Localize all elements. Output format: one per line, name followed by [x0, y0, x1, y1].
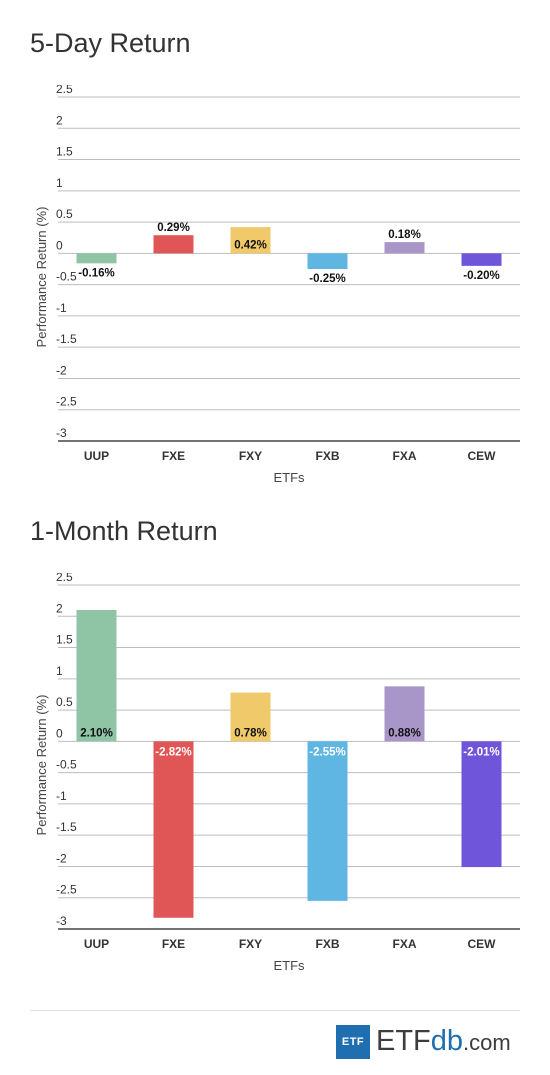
y-tick-label: 2.5: [56, 85, 73, 96]
data-label: 0.18%: [388, 229, 421, 241]
y-tick-label: 1.5: [56, 633, 73, 647]
y-tick-label: -0.5: [56, 758, 77, 772]
y-tick-label: -3: [56, 914, 67, 928]
data-label: -0.16%: [78, 267, 114, 279]
bar: [384, 242, 425, 254]
x-tick-label: FXE: [162, 937, 185, 951]
data-label: 0.78%: [234, 727, 267, 739]
x-tick-label: FXY: [239, 449, 262, 463]
data-label: -2.55%: [309, 746, 345, 758]
bar: [384, 686, 425, 742]
bar: [153, 235, 194, 254]
logo-wordmark: ETFdb.com: [376, 1025, 511, 1057]
x-tick-label: FXA: [393, 937, 417, 951]
y-axis-title: Performance Return (%): [34, 207, 49, 348]
data-label: -0.20%: [463, 270, 499, 282]
y-tick-label: 2: [56, 601, 63, 615]
data-label: -0.25%: [309, 273, 345, 285]
data-label: -2.01%: [463, 746, 499, 758]
data-label: -2.82%: [155, 746, 191, 758]
y-tick-label: -3: [56, 426, 67, 440]
x-tick-label: UUP: [84, 449, 109, 463]
chart-title-1month: 1-Month Return: [30, 516, 218, 546]
bar: [461, 741, 502, 868]
x-tick-label: FXB: [316, 449, 340, 463]
bar-chart-5day: 2.5 2 1.5 1 0.5 0 -0.5 -1 -1.5 -2 -2.5 -3 -0.16% UUP 0…: [34, 85, 520, 485]
y-tick-label: -1.5: [56, 332, 77, 346]
bar: [230, 227, 271, 254]
x-tick-label: CEW: [468, 937, 497, 951]
x-tick-label: FXE: [162, 449, 185, 463]
y-tick-label: -2.5: [56, 395, 77, 409]
y-tick-label: -2.5: [56, 883, 77, 897]
y-tick-label: 0.5: [56, 207, 73, 221]
etf-logo-icon: ETF: [336, 1025, 370, 1059]
x-axis-title: ETFs: [273, 470, 305, 485]
data-label: 0.88%: [388, 727, 421, 739]
y-tick-label: 2.5: [56, 573, 73, 584]
y-tick-label: -2: [56, 363, 67, 377]
y-tick-label: 2: [56, 113, 63, 127]
bar: [307, 253, 348, 269]
footer-divider: [30, 1010, 520, 1011]
y-axis-title: Performance Return (%): [34, 695, 49, 836]
y-tick-label: 0: [56, 238, 63, 252]
data-label: 2.10%: [80, 727, 113, 739]
x-tick-label: UUP: [84, 937, 109, 951]
x-tick-label: FXB: [316, 937, 340, 951]
y-tick-label: 1: [56, 664, 63, 678]
bar-chart-1month: 2.5 2 1.5 1 0.5 0 -0.5 -1 -1.5 -2 -2.5 -3 2.10% UUP -2…: [34, 573, 520, 973]
y-tick-label: -1: [56, 789, 67, 803]
data-label: 0.29%: [157, 222, 190, 234]
x-axis-title: ETFs: [273, 958, 305, 973]
y-tick-label: 1.5: [56, 145, 73, 159]
chart-title-5day: 5-Day Return: [30, 28, 191, 58]
y-tick-label: -0.5: [56, 270, 77, 284]
y-tick-label: 0.5: [56, 695, 73, 709]
y-tick-label: 0: [56, 726, 63, 740]
bar: [230, 692, 271, 742]
x-tick-label: CEW: [468, 449, 497, 463]
bar: [307, 741, 348, 901]
y-tick-label: -2: [56, 851, 67, 865]
x-tick-label: FXA: [393, 449, 417, 463]
y-tick-label: -1.5: [56, 820, 77, 834]
bar: [76, 253, 117, 264]
bar: [461, 253, 502, 266]
y-tick-label: -1: [56, 301, 67, 315]
y-tick-label: 1: [56, 176, 63, 190]
bar: [76, 610, 117, 742]
data-label: 0.42%: [234, 239, 267, 251]
etfdb-logo[interactable]: ETF ETFdb.com: [336, 1025, 511, 1059]
bar: [153, 741, 194, 918]
x-tick-label: FXY: [239, 937, 262, 951]
